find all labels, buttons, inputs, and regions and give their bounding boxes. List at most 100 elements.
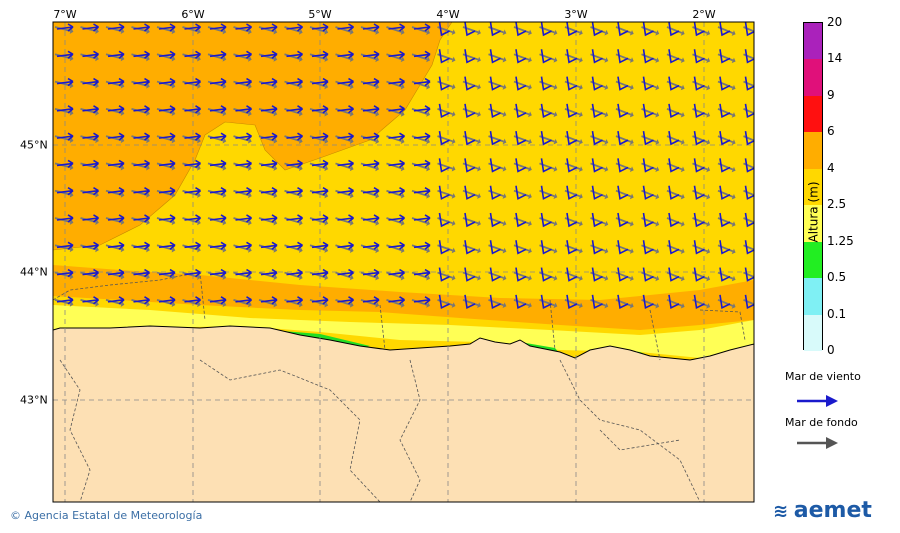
wind-arrow <box>668 158 680 173</box>
wind-arrow <box>438 240 450 255</box>
wind-arrow <box>260 296 278 305</box>
swell-arrow <box>386 53 405 63</box>
wind-arrow <box>184 23 201 32</box>
wind-arrow <box>260 187 278 196</box>
wind-arrow <box>591 185 603 200</box>
wind-arrow <box>133 23 150 32</box>
wind-arrow <box>591 158 603 173</box>
wind-arrow <box>133 77 150 87</box>
wind-arrow <box>362 296 380 305</box>
wind-arrow <box>438 103 450 119</box>
wind-arrow <box>337 132 354 141</box>
wind-arrow <box>107 159 125 169</box>
swell-arrow <box>284 26 303 35</box>
wind-arrow <box>209 50 227 59</box>
wind-arrow <box>744 185 754 200</box>
swell-arrow <box>411 135 431 145</box>
wind-arrow <box>642 49 654 64</box>
wind-arrow <box>209 23 227 32</box>
wind-arrow <box>719 240 731 255</box>
colorbar-tick-label: 0 <box>827 343 835 357</box>
wind-arrow <box>286 187 303 196</box>
wind-arrow <box>82 187 99 196</box>
wind-arrow <box>82 241 99 250</box>
wind-arrow <box>286 105 303 114</box>
wind-arrow <box>642 240 654 255</box>
swell-arrow <box>309 298 329 308</box>
colorbar-segment <box>804 168 822 206</box>
wind-arrow <box>56 296 74 305</box>
wind-arrow <box>260 241 278 250</box>
wind-arrow <box>642 76 654 91</box>
wind-arrow <box>540 131 552 146</box>
wind-arrow <box>56 159 74 169</box>
wind-arrow <box>107 23 125 32</box>
swell-arrow <box>309 107 329 117</box>
wind-arrow <box>362 241 380 250</box>
wind-arrow <box>133 296 150 305</box>
wind-arrow <box>617 240 629 255</box>
swell-arrow <box>233 217 252 226</box>
wind-arrow <box>56 23 74 32</box>
swell-arrow <box>386 26 405 35</box>
wind-arrow <box>438 294 450 310</box>
swell-arrow <box>258 162 278 171</box>
lat-label-44n: 44°N <box>20 265 48 279</box>
wind-arrow <box>235 77 252 87</box>
wind-arrow <box>133 159 150 169</box>
wind-arrow <box>311 268 329 278</box>
swell-arrow <box>258 217 278 226</box>
lat-label-45n: 45°N <box>20 138 48 152</box>
wind-arrow <box>540 76 552 91</box>
wind-arrow <box>464 158 476 173</box>
wind-arrow <box>591 76 603 91</box>
wind-arrow <box>362 23 380 32</box>
wind-arrow <box>260 23 278 32</box>
swell-arrow <box>411 108 431 117</box>
aemet-logo[interactable]: ≋ aemet <box>773 498 872 523</box>
wind-arrow <box>209 105 227 114</box>
wave-height-colorbar <box>803 22 823 351</box>
swell-arrow <box>258 80 278 90</box>
wind-arrow <box>668 267 680 282</box>
swell-arrow <box>309 189 329 199</box>
swell-arrow <box>411 217 431 226</box>
swell-arrow <box>309 80 329 90</box>
wind-arrow <box>540 294 552 310</box>
wind-arrow <box>464 22 476 37</box>
wind-arrow <box>311 296 329 305</box>
wind-arrow <box>413 296 431 305</box>
wind-arrow <box>337 268 354 278</box>
wind-arrow <box>693 158 705 173</box>
swell-arrow <box>284 80 303 90</box>
map-frame <box>52 21 755 503</box>
wind-arrow <box>107 296 125 305</box>
swell-arrow <box>309 244 329 253</box>
wind-arrow <box>362 132 380 141</box>
colorbar-segment <box>804 314 822 351</box>
wind-arrow <box>158 214 176 223</box>
swell-arrow <box>258 53 278 62</box>
lat-label-43n: 43°N <box>20 393 48 407</box>
swell-arrow <box>284 271 303 281</box>
wind-arrow <box>235 268 252 278</box>
swell-arrow <box>335 189 354 199</box>
wind-arrow <box>388 50 405 59</box>
wind-arrow <box>337 23 354 32</box>
wind-arrow <box>744 76 754 91</box>
wind-arrow <box>413 159 431 169</box>
wind-arrow <box>464 240 476 255</box>
swell-arrow <box>360 189 380 199</box>
swell-arrow <box>233 298 252 308</box>
wind-arrow <box>540 22 552 37</box>
wind-arrow <box>693 131 705 146</box>
colorbar-tick-label: 1.25 <box>827 233 854 248</box>
lon-label-2w: 2°W <box>692 8 716 21</box>
wind-arrow <box>337 105 354 114</box>
swell-arrow <box>284 298 303 308</box>
wind-arrow <box>744 49 754 64</box>
wind-arrow <box>438 76 450 91</box>
swell-arrow <box>386 271 405 281</box>
swell-arrow <box>258 298 278 308</box>
